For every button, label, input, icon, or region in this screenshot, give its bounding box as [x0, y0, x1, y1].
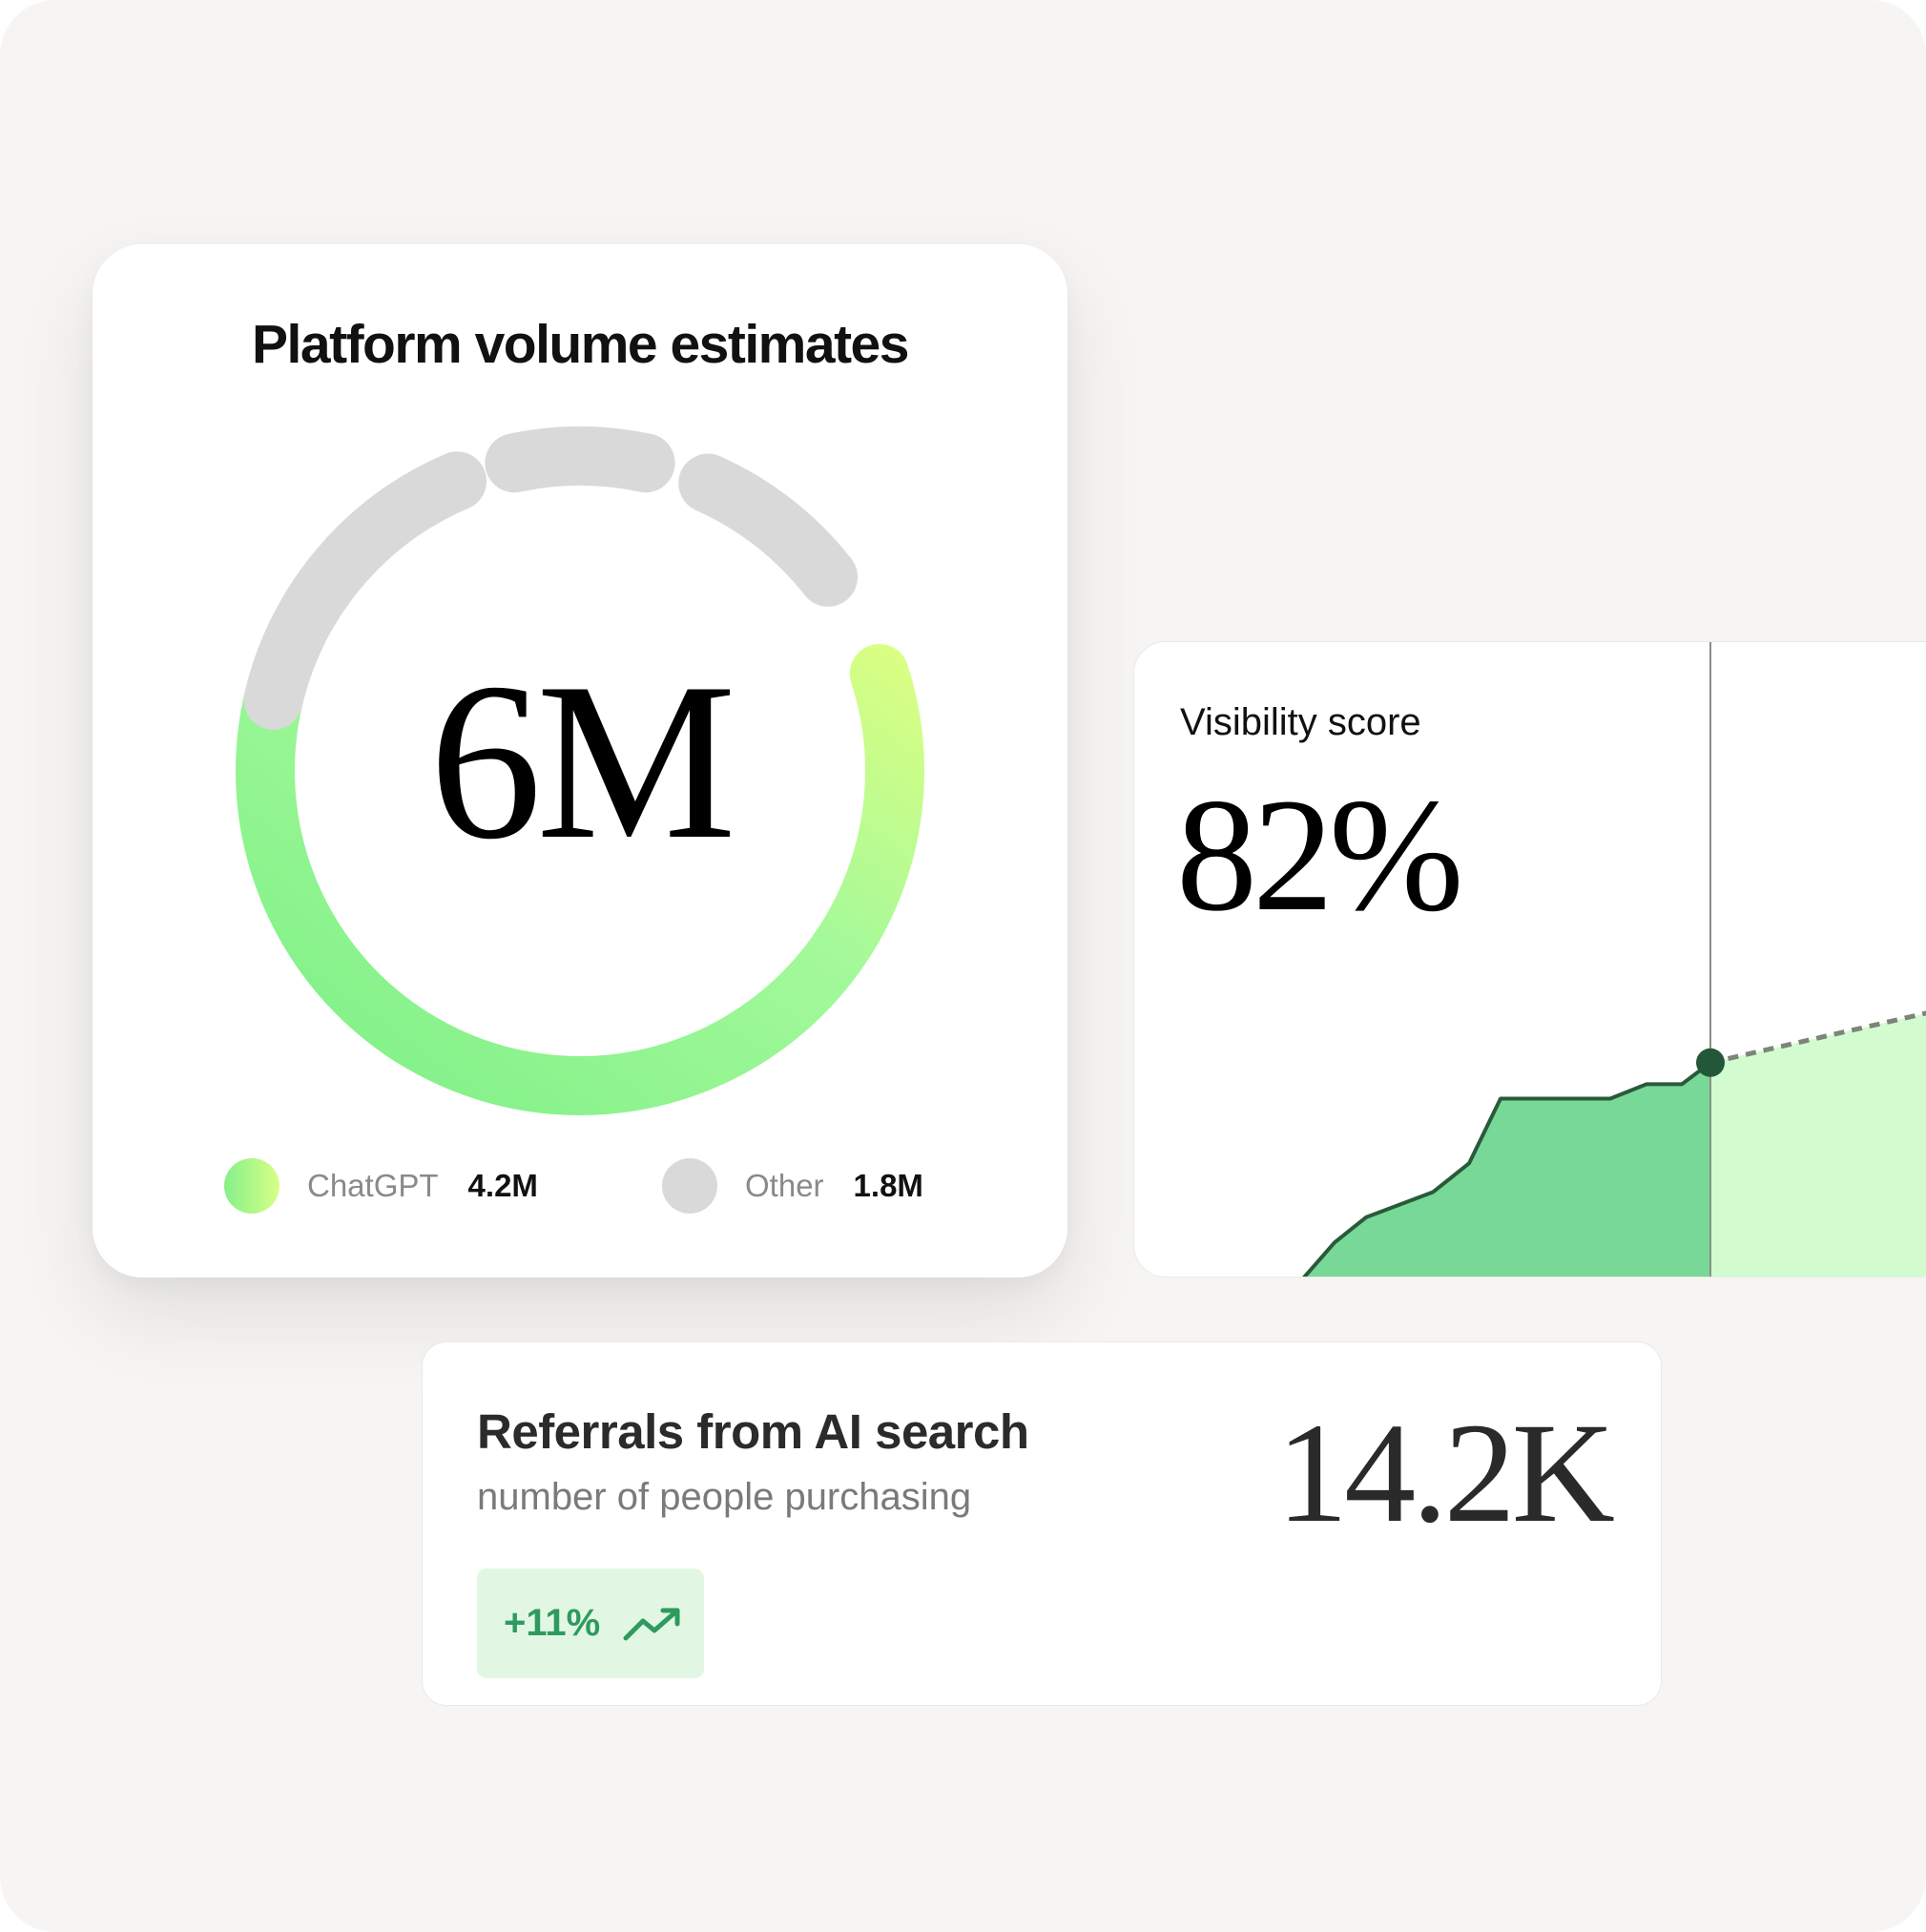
legend-value: 4.2M: [467, 1168, 538, 1203]
visibility-score-card: Visibility score 82%: [1133, 641, 1926, 1278]
card-subtitle: number of people purchasing: [477, 1476, 972, 1518]
actual-area: [1304, 1062, 1710, 1277]
legend-item-chatgpt: ChatGPT 4.2M: [224, 1157, 538, 1215]
card-title: Referrals from AI search: [477, 1404, 1029, 1459]
change-badge: +11%: [477, 1568, 704, 1678]
donut-slice-chatgpt: [236, 603, 924, 1115]
referrals-card: Referrals from AI search number of peopl…: [422, 1341, 1662, 1706]
platform-volume-card: Platform volume estimates 6M ChatGPT 4.2…: [93, 244, 1067, 1278]
chatgpt-swatch: [224, 1158, 280, 1214]
legend-label: Other: [745, 1168, 824, 1203]
donut-slice-other-segment: [678, 453, 859, 607]
visibility-area-chart: [1302, 642, 1926, 1277]
other-swatch: [662, 1158, 717, 1214]
donut-slice-other-segment: [485, 426, 675, 493]
donut-slice-other-segment: [243, 451, 487, 730]
change-value: +11%: [504, 1602, 601, 1644]
donut-chart: [236, 426, 924, 1115]
card-title: Platform volume estimates: [252, 314, 909, 375]
card-title: Visibility score: [1180, 701, 1421, 743]
trending-up-icon: [623, 1608, 680, 1640]
legend-value: 1.8M: [853, 1168, 923, 1203]
legend-label: ChatGPT: [307, 1168, 439, 1203]
referrals-value: 14.2K: [1276, 1394, 1615, 1552]
current-point: [1696, 1048, 1725, 1077]
projected-area: [1710, 1012, 1926, 1277]
actual-line: [1302, 1061, 1712, 1277]
total-value: 6M: [429, 637, 736, 886]
legend-item-other: Other 1.8M: [662, 1157, 923, 1215]
score-value: 82%: [1176, 765, 1464, 945]
